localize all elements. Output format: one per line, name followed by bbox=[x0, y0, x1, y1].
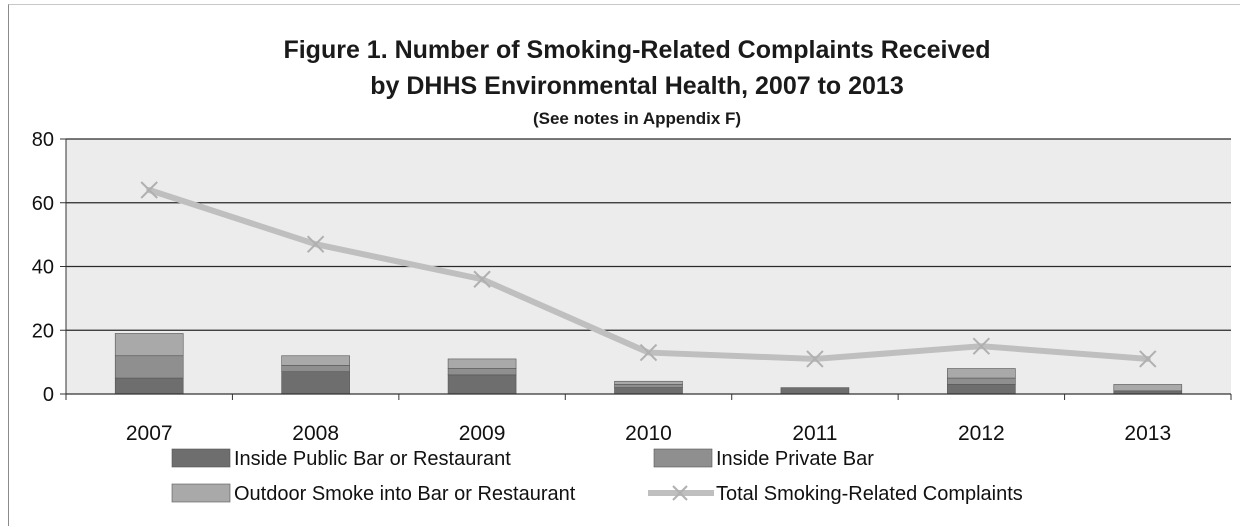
bar-segment-2008-s1 bbox=[281, 365, 350, 372]
bar-segment-2010-s2 bbox=[614, 380, 683, 385]
bar-segment-2008-s0 bbox=[281, 371, 350, 395]
axes: 0 20 40 60 80 2007 2008 2009 2010 2011 2012 2013 bbox=[32, 129, 1232, 445]
chart-subtitle: (See notes in Appendix F) bbox=[533, 109, 741, 128]
total-point-2007 bbox=[140, 181, 158, 199]
total-point-2012 bbox=[972, 337, 991, 355]
ytick-label-60: 60 bbox=[32, 193, 54, 215]
xtick-label-2008: 2008 bbox=[292, 422, 339, 445]
xtick-label-2007: 2007 bbox=[126, 422, 173, 445]
legend-label-2: Outdoor Smoke into Bar or Restaurant bbox=[234, 483, 576, 505]
xtick-label-2010: 2010 bbox=[625, 422, 672, 445]
bar-segment-2012-s2 bbox=[947, 368, 1016, 379]
bar-segment-2009-s0 bbox=[447, 374, 517, 395]
ytick-label-20: 20 bbox=[32, 320, 54, 342]
total-marker bbox=[1139, 350, 1157, 368]
bar-segment-2010-s0 bbox=[614, 387, 683, 395]
total-point-2011 bbox=[806, 350, 824, 368]
total-line bbox=[140, 181, 1157, 368]
total-marker bbox=[972, 337, 991, 355]
bar-segment-2009-s1 bbox=[447, 368, 517, 376]
bars bbox=[114, 333, 1183, 395]
chart-frame: Figure 1. Number of Smoking-Related Comp… bbox=[8, 4, 1240, 526]
legend: Inside Public Bar or Restaurant Inside Pr… bbox=[171, 448, 1023, 505]
total-point-2009 bbox=[473, 270, 491, 288]
legend-marker bbox=[672, 485, 688, 501]
legend-label-0: Inside Public Bar or Restaurant bbox=[234, 448, 511, 470]
xtick-label-2013: 2013 bbox=[1124, 422, 1171, 445]
bar-segment-2007-s2 bbox=[114, 333, 184, 357]
chart-title-line2: by DHHS Environmental Health, 2007 to 20… bbox=[370, 72, 904, 100]
total-point-2008 bbox=[306, 235, 325, 253]
bar-segment-2012-s0 bbox=[947, 384, 1016, 395]
chart-title: Figure 1. Number of Smoking-Related Comp… bbox=[283, 36, 990, 64]
bar-segment-2013-s2 bbox=[1113, 384, 1183, 392]
total-marker bbox=[806, 350, 824, 368]
chart: Figure 1. Number of Smoking-Related Comp… bbox=[32, 36, 1232, 505]
bar-segment-2007-s0 bbox=[114, 377, 184, 395]
total-point-2013 bbox=[1139, 350, 1157, 368]
bar-segment-2007-s1 bbox=[114, 355, 184, 379]
ytick-label-40: 40 bbox=[32, 257, 54, 279]
xtick-label-2011: 2011 bbox=[792, 422, 837, 445]
total-marker bbox=[639, 343, 658, 362]
legend-label-1: Inside Private Bar bbox=[716, 448, 874, 470]
legend-swatch-2 bbox=[171, 483, 231, 503]
total-marker bbox=[140, 181, 158, 199]
bar-segment-2009-s2 bbox=[447, 358, 517, 369]
total-marker bbox=[306, 235, 325, 253]
legend-swatch-0 bbox=[171, 448, 231, 468]
legend-swatch-1 bbox=[653, 448, 713, 468]
bar-segment-2010-s1 bbox=[614, 384, 683, 388]
bar-segment-2011-s0 bbox=[780, 387, 850, 395]
ytick-label-0: 0 bbox=[43, 384, 54, 406]
ytick-label-80: 80 bbox=[32, 129, 54, 151]
bar-segment-2008-s2 bbox=[281, 355, 350, 366]
bar-segment-2012-s1 bbox=[947, 377, 1016, 385]
legend-label-3: Total Smoking-Related Complaints bbox=[716, 483, 1023, 505]
gridlines bbox=[66, 138, 1231, 331]
xtick-label-2012: 2012 bbox=[958, 422, 1005, 445]
xtick-label-2009: 2009 bbox=[459, 422, 506, 445]
total-marker bbox=[473, 270, 491, 288]
total-point-2010 bbox=[639, 343, 658, 362]
